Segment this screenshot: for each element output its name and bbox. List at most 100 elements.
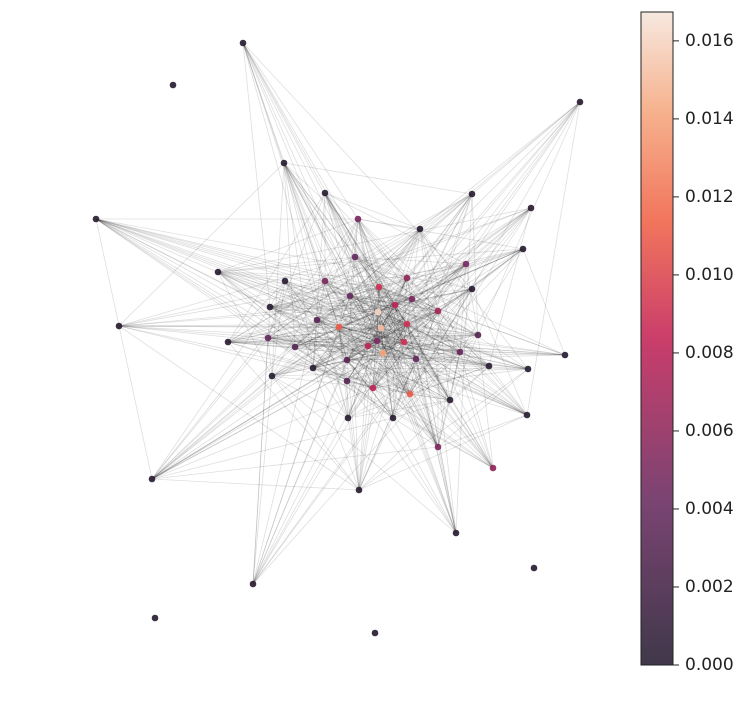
edge — [378, 286, 461, 353]
edge — [227, 288, 473, 343]
node — [416, 225, 424, 233]
edge — [227, 228, 421, 343]
edges — [95, 42, 581, 585]
edge — [267, 337, 417, 360]
edge — [382, 263, 467, 354]
edge — [283, 162, 296, 348]
edge — [312, 367, 349, 419]
edge — [324, 207, 532, 282]
edge — [316, 218, 359, 321]
edge — [294, 326, 340, 348]
edge — [346, 380, 411, 395]
edge — [488, 207, 532, 367]
edge — [382, 310, 439, 354]
edge — [284, 280, 314, 369]
edge — [316, 319, 384, 354]
edge — [312, 345, 369, 369]
edge — [378, 286, 439, 312]
edge — [283, 162, 374, 389]
edge — [269, 280, 286, 308]
edge — [403, 341, 566, 356]
node — [264, 334, 272, 342]
edge — [367, 248, 524, 347]
edge — [338, 326, 479, 336]
edge — [409, 358, 417, 395]
edge — [358, 358, 417, 491]
edge — [283, 162, 405, 343]
node — [355, 486, 363, 494]
edge — [324, 192, 379, 313]
edge — [242, 42, 379, 313]
edge — [394, 277, 408, 306]
edge — [283, 162, 349, 419]
node — [148, 475, 156, 483]
edge — [409, 101, 581, 395]
edge — [269, 286, 380, 308]
edge — [346, 380, 374, 389]
edge — [269, 306, 378, 342]
edge — [367, 286, 380, 347]
edge — [252, 375, 273, 585]
edge — [283, 162, 473, 195]
edge — [252, 358, 417, 585]
edge — [471, 193, 479, 336]
edge — [118, 298, 413, 327]
edge — [269, 207, 532, 308]
colorbar-tick-label: 0.006 — [685, 421, 734, 441]
edge — [380, 288, 473, 329]
node — [462, 260, 470, 268]
edge — [377, 311, 417, 360]
edge — [118, 263, 467, 327]
edge — [151, 340, 378, 480]
edge — [406, 323, 451, 401]
edge — [346, 248, 524, 382]
edge — [269, 306, 382, 329]
edge — [409, 193, 473, 395]
colorbar-tick-label: 0.008 — [685, 343, 734, 363]
edge — [338, 326, 384, 354]
edge — [357, 218, 461, 353]
edge — [367, 345, 566, 356]
edge — [372, 368, 529, 389]
edge — [372, 311, 379, 389]
edge — [151, 337, 269, 480]
edge — [151, 319, 318, 480]
edge — [357, 218, 378, 342]
edge — [437, 263, 467, 448]
edge — [316, 319, 394, 419]
edge — [376, 340, 528, 416]
edge — [455, 193, 473, 534]
edge — [267, 337, 529, 370]
edge — [377, 311, 451, 401]
edge — [372, 304, 396, 389]
edge — [151, 277, 408, 480]
edge — [217, 271, 286, 282]
edge — [394, 304, 405, 343]
node — [519, 245, 527, 253]
edge — [419, 228, 439, 312]
edge — [409, 393, 439, 448]
edge — [316, 286, 380, 321]
edge — [382, 334, 479, 354]
edge — [294, 193, 473, 348]
edge — [242, 42, 473, 290]
edge — [267, 288, 473, 339]
node — [408, 295, 416, 303]
edge — [312, 263, 467, 369]
edge — [347, 323, 408, 419]
edge — [394, 304, 408, 325]
edge — [312, 319, 318, 369]
node — [412, 355, 420, 363]
edge — [283, 162, 382, 329]
edge — [459, 351, 528, 416]
edge — [349, 295, 396, 306]
edge — [459, 351, 494, 469]
edge — [347, 351, 461, 419]
node — [364, 342, 372, 350]
edge — [324, 192, 396, 306]
edge — [346, 310, 439, 361]
edge — [324, 280, 351, 297]
edge — [312, 304, 396, 369]
edge — [338, 248, 524, 328]
node — [281, 277, 289, 285]
